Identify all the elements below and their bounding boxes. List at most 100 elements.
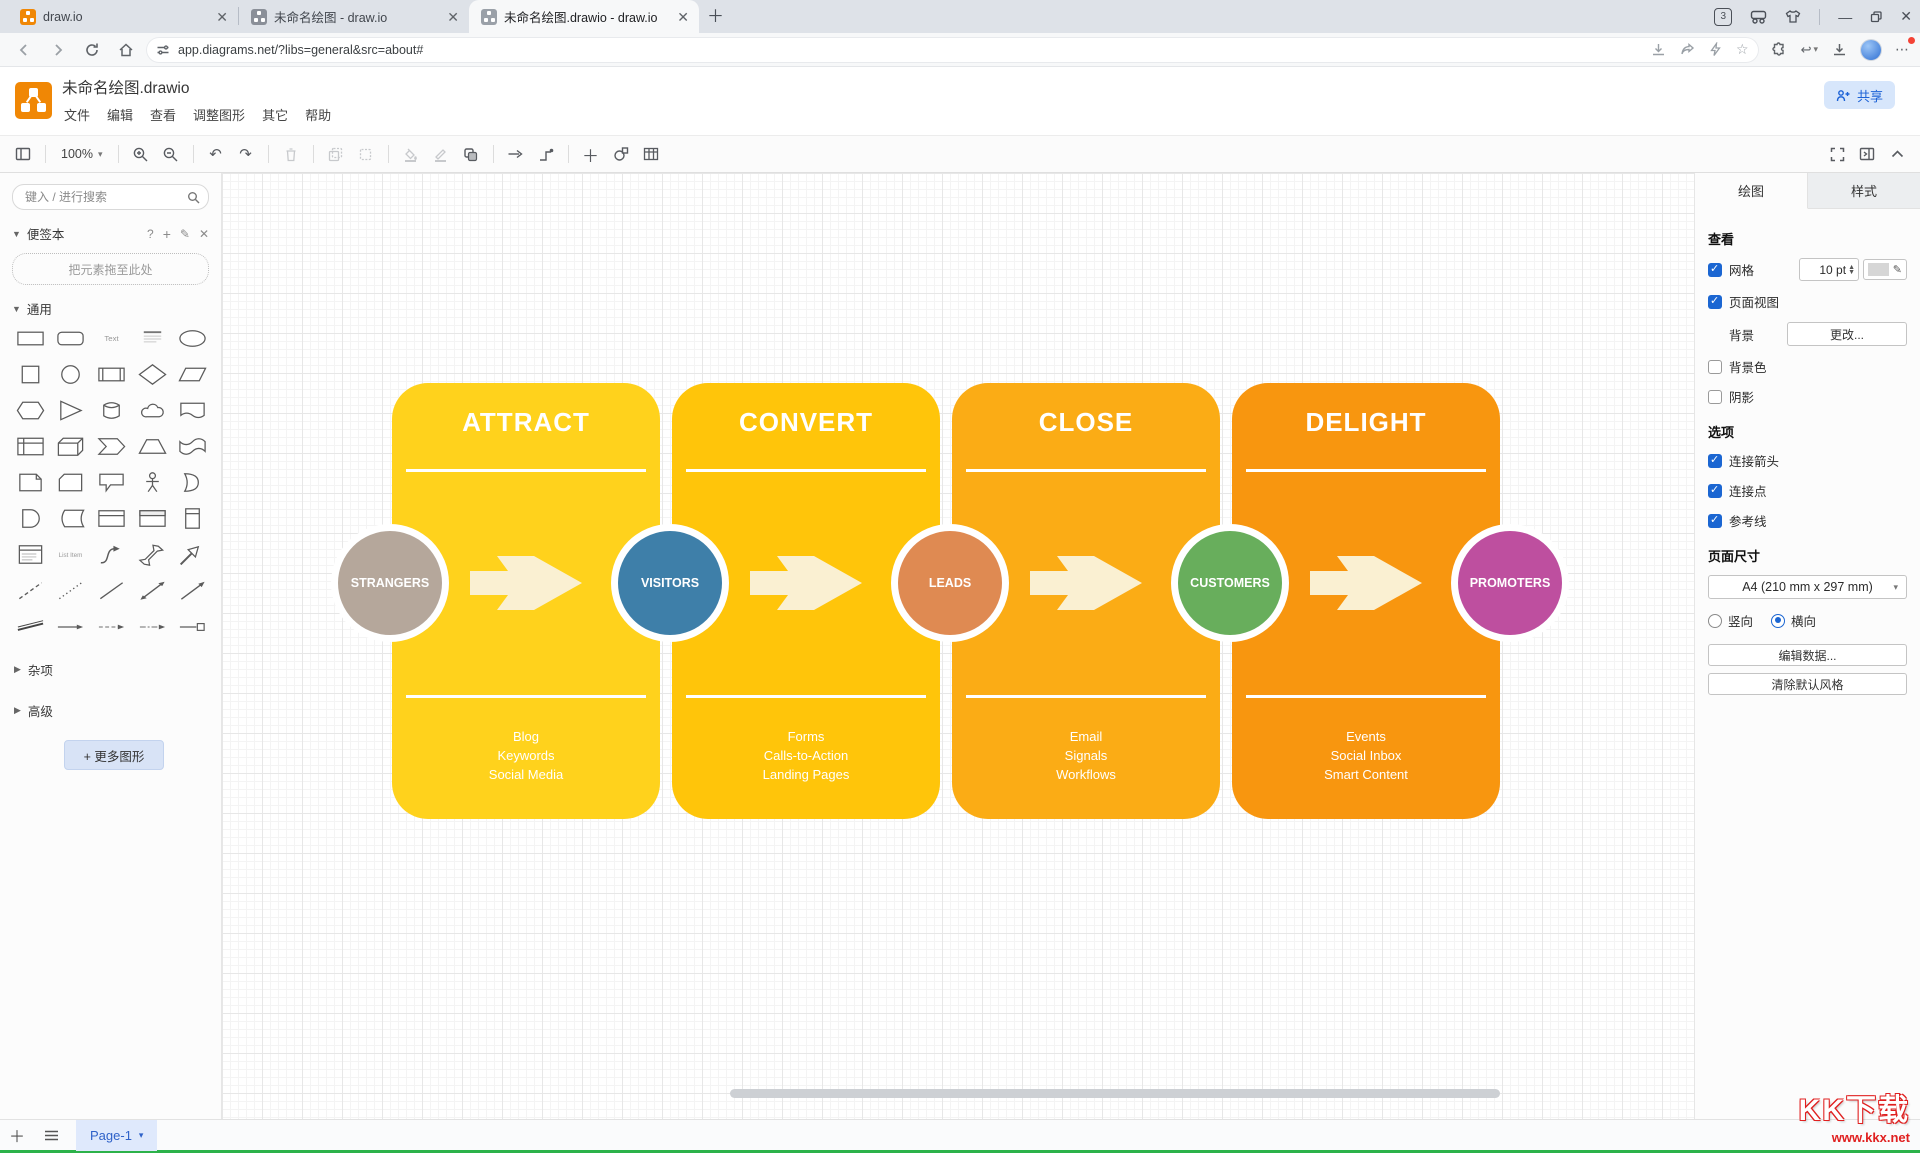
add-icon[interactable]: +: [162, 225, 171, 242]
close-icon[interactable]: ✕: [198, 226, 209, 241]
shape-bidirectional-connector[interactable]: [132, 578, 173, 602]
scratchpad-dropzone[interactable]: 把元素拖至此处: [12, 253, 209, 285]
delete-icon[interactable]: [278, 141, 304, 167]
edit-data-button[interactable]: 编辑数据...: [1708, 644, 1907, 666]
shape-vertical-container[interactable]: [172, 506, 213, 530]
shadow-icon[interactable]: [458, 141, 484, 167]
scratchpad-section[interactable]: ▼ 便签本 ? + ✎ ✕: [12, 224, 209, 243]
shape-bidirectional-arrow[interactable]: [132, 542, 173, 566]
shape-list[interactable]: [10, 542, 51, 566]
zoom-select[interactable]: 100% ▾: [61, 147, 103, 161]
grid-checkbox[interactable]: [1708, 262, 1722, 277]
browser-tab-2[interactable]: 未命名绘图 - draw.io ✕: [239, 0, 469, 33]
search-input[interactable]: [23, 189, 187, 205]
connection-icon[interactable]: [503, 141, 529, 167]
shape-step[interactable]: [91, 434, 132, 458]
shape-arrow-link[interactable]: [51, 614, 92, 638]
zoom-in-icon[interactable]: [128, 141, 154, 167]
lightning-icon[interactable]: [1709, 42, 1722, 57]
shape-search[interactable]: [12, 184, 209, 210]
shape-cube[interactable]: [51, 434, 92, 458]
tab-close-icon[interactable]: ✕: [677, 8, 689, 25]
shape-square[interactable]: [10, 362, 51, 386]
star-icon[interactable]: ☆: [1736, 41, 1749, 57]
share-icon[interactable]: [1680, 42, 1695, 57]
sidebar-toggle-icon[interactable]: [10, 141, 36, 167]
shape-document[interactable]: [172, 398, 213, 422]
shape-list-item[interactable]: List Item: [51, 542, 92, 566]
shape-card[interactable]: [51, 470, 92, 494]
format-panel-icon[interactable]: [1854, 141, 1880, 167]
fullscreen-icon[interactable]: [1824, 141, 1850, 167]
page-tab[interactable]: Page-1 ▾: [76, 1119, 158, 1151]
menu-icon[interactable]: ⋯: [1895, 37, 1915, 58]
shape-diamond[interactable]: [132, 362, 173, 386]
shape-dashed-arrow-2[interactable]: [132, 614, 173, 638]
tab-close-icon[interactable]: ✕: [447, 8, 459, 25]
edit-icon[interactable]: ✎: [179, 226, 190, 241]
general-section[interactable]: ▼ 通用: [12, 299, 209, 318]
portrait-radio[interactable]: [1708, 613, 1722, 628]
url-text[interactable]: app.diagrams.net/?libs=general&src=about…: [178, 42, 424, 57]
menu-file[interactable]: 文件: [64, 108, 91, 123]
shape-container-title[interactable]: [132, 506, 173, 530]
close-icon[interactable]: ✕: [1900, 8, 1912, 24]
shape-hexagon[interactable]: [10, 398, 51, 422]
fill-color-icon[interactable]: [398, 141, 424, 167]
tab-style[interactable]: 样式: [1850, 184, 1877, 199]
background-color-checkbox[interactable]: [1708, 359, 1722, 374]
shape-curve[interactable]: [91, 542, 132, 566]
shape-arrow[interactable]: [172, 542, 213, 566]
shape-callout[interactable]: [91, 470, 132, 494]
connection-arrows-checkbox[interactable]: [1708, 453, 1722, 468]
shape-container[interactable]: [91, 506, 132, 530]
shape-cloud[interactable]: [132, 398, 173, 422]
clear-default-style-button[interactable]: 清除默认风格: [1708, 673, 1907, 695]
forward-icon[interactable]: [44, 37, 72, 63]
shape-line[interactable]: [91, 578, 132, 602]
insert-shape-icon[interactable]: [608, 141, 634, 167]
flow-arrow[interactable]: [750, 552, 862, 614]
collapse-icon[interactable]: [1884, 141, 1910, 167]
shape-parallelogram[interactable]: [172, 362, 213, 386]
browser-tab-active[interactable]: 未命名绘图.drawio - draw.io ✕: [469, 0, 699, 33]
add-page-icon[interactable]: ＋: [8, 1129, 25, 1146]
shape-rounded-rectangle[interactable]: [51, 326, 92, 350]
document-title[interactable]: 未命名绘图.drawio: [62, 80, 190, 97]
page-view-checkbox[interactable]: [1708, 294, 1722, 309]
shape-internal-storage[interactable]: [10, 434, 51, 458]
grid-color-button[interactable]: ✎: [1863, 259, 1907, 280]
change-background-button[interactable]: 更改...: [1787, 322, 1907, 346]
tab-count-icon[interactable]: 3: [1714, 7, 1733, 26]
diagram-canvas[interactable]: ATTRACT Blog Keywords Social Media CONVE…: [222, 173, 1694, 1119]
avatar[interactable]: [1861, 39, 1881, 60]
shape-link[interactable]: [10, 614, 51, 638]
shape-cylinder[interactable]: [91, 398, 132, 422]
new-tab-button[interactable]: ＋: [707, 7, 724, 26]
shape-box-arrow[interactable]: [172, 614, 213, 638]
grid-size-input[interactable]: 10 pt ▲ ▼: [1799, 258, 1859, 281]
shape-circle[interactable]: [51, 362, 92, 386]
horizontal-scrollbar[interactable]: [730, 1089, 1500, 1098]
circle-visitors[interactable]: VISITORS: [618, 531, 722, 635]
more-shapes-button[interactable]: + 更多图形: [64, 740, 164, 770]
shape-triangle[interactable]: [51, 398, 92, 422]
waypoints-icon[interactable]: [533, 141, 559, 167]
extensions-icon[interactable]: [1771, 41, 1787, 58]
insert-icon[interactable]: ＋: [582, 146, 600, 166]
history-icon[interactable]: ↩ ▾: [1800, 41, 1818, 57]
shape-textbox[interactable]: [132, 326, 173, 350]
flow-arrow[interactable]: [1030, 552, 1142, 614]
circle-strangers[interactable]: STRANGERS: [338, 531, 442, 635]
circle-customers[interactable]: CUSTOMERS: [1178, 531, 1282, 635]
shape-directional-connector[interactable]: [172, 578, 213, 602]
home-icon[interactable]: [112, 37, 140, 63]
flow-arrow[interactable]: [1310, 552, 1422, 614]
page-size-select[interactable]: A4 (210 mm x 297 mm) ▾: [1708, 575, 1907, 599]
guides-checkbox[interactable]: [1708, 513, 1722, 528]
shape-and[interactable]: [10, 506, 51, 530]
save-page-icon[interactable]: [1651, 42, 1666, 57]
circle-leads[interactable]: LEADS: [898, 531, 1002, 635]
shape-rectangle[interactable]: [10, 326, 51, 350]
downloads-icon[interactable]: [1832, 42, 1847, 57]
